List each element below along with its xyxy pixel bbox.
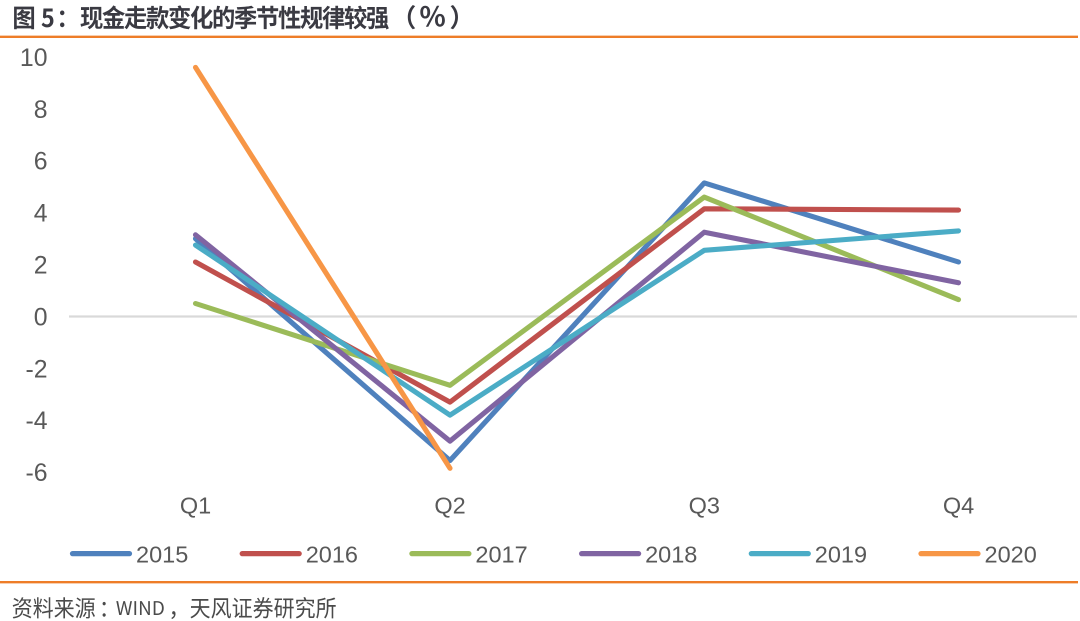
- svg-text:-2: -2: [25, 356, 47, 383]
- svg-text:10: 10: [20, 45, 48, 72]
- svg-text:2015: 2015: [136, 541, 188, 567]
- svg-text:Q2: Q2: [434, 493, 465, 519]
- svg-text:2019: 2019: [815, 541, 867, 567]
- svg-text:-4: -4: [25, 408, 47, 435]
- svg-text:2017: 2017: [475, 541, 527, 567]
- svg-text:-6: -6: [25, 460, 47, 487]
- svg-text:0: 0: [34, 304, 48, 331]
- svg-text:4: 4: [34, 201, 48, 228]
- svg-text:2018: 2018: [645, 541, 697, 567]
- svg-text:8: 8: [34, 97, 48, 124]
- svg-text:Q4: Q4: [943, 493, 974, 519]
- svg-text:Q1: Q1: [180, 493, 211, 519]
- svg-text:2: 2: [34, 253, 48, 280]
- svg-text:Q3: Q3: [689, 493, 720, 519]
- svg-text:2020: 2020: [985, 541, 1037, 567]
- svg-text:6: 6: [34, 149, 48, 176]
- svg-text:2016: 2016: [306, 541, 358, 567]
